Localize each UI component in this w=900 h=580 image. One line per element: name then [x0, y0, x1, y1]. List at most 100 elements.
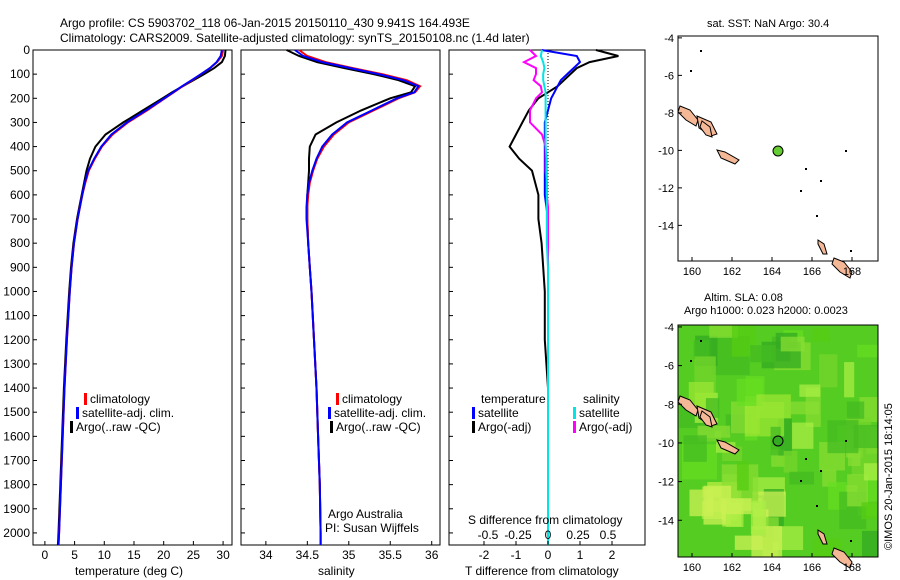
- y-tick-label: 1400: [3, 381, 30, 395]
- sla-cell: [844, 362, 855, 398]
- sla-cell: [780, 336, 805, 352]
- sla-cell: [847, 451, 861, 467]
- islet-dot: [690, 70, 692, 72]
- y-tick-label: 1100: [4, 309, 30, 323]
- axes-ticks: 0100200300400500600700800900100011001200…: [3, 43, 616, 562]
- difference-series: [508, 49, 619, 545]
- y-tick-label: 1000: [3, 284, 30, 298]
- x-tick-label: 30: [216, 548, 230, 562]
- watermark-text: ©IMOS 20-Jan-2015 18:14:05: [883, 403, 895, 550]
- legend-label: climatology: [342, 392, 402, 406]
- map-y-tick-label: -6: [664, 70, 674, 82]
- y-tick-label: 1500: [3, 405, 30, 419]
- x-tick-label: 15: [127, 548, 141, 562]
- title-line-2: Climatology: CARS2009. Satellite-adjuste…: [60, 31, 530, 45]
- y-tick-label: 1700: [3, 453, 30, 467]
- sla-cell: [847, 474, 868, 507]
- legend-swatch-climatology: [84, 393, 87, 405]
- legend-label: satellite: [478, 406, 519, 420]
- map-y-tick-label: -8: [664, 108, 674, 120]
- sla-cell: [827, 420, 859, 454]
- island-shape: [817, 529, 828, 545]
- sla-cell: [799, 384, 821, 397]
- legend-label: Argo(-adj): [478, 420, 531, 434]
- x-tick-label: 2: [609, 548, 616, 562]
- legend-swatch-t-argo: [472, 421, 475, 433]
- salinity-legend: climatology satellite-adj. clim. Argo(..…: [328, 392, 426, 434]
- sla-field: [678, 325, 878, 557]
- island-shape: [716, 439, 740, 455]
- sla-cell: [789, 471, 815, 485]
- x-tick-label: 34.5: [296, 548, 320, 562]
- salinity-series: [286, 49, 422, 545]
- sla-cell: [792, 422, 814, 449]
- sla-cell: [731, 401, 748, 434]
- s-tick-label: 0.25: [566, 528, 590, 542]
- sla-cell: [693, 340, 710, 360]
- y-tick-label: 600: [10, 188, 30, 202]
- islet-dot: [820, 470, 822, 472]
- y-tick-label: 900: [10, 260, 30, 274]
- argo-float-marker: [772, 145, 784, 157]
- legend-swatch-s-satellite: [573, 407, 576, 419]
- temperature-legend: climatology satellite-adj. clim. Argo(..…: [70, 392, 174, 434]
- series-line-temperature-satellite: [57, 49, 223, 546]
- map-x-tick-label: 162: [723, 266, 741, 278]
- legend-label: satellite-adj. clim.: [82, 406, 174, 420]
- map-y-tick-label: -14: [658, 515, 674, 527]
- y-tick-label: 1900: [3, 502, 30, 516]
- s-tick-label: -0.5: [478, 528, 499, 542]
- difference-legend: temperature salinity satellite Argo(-adj…: [472, 392, 632, 434]
- map-x-tick-label: 168: [843, 562, 861, 574]
- map-y-tick-label: -14: [658, 220, 674, 232]
- argo-float-marker: [772, 435, 784, 447]
- islet-dot: [816, 215, 818, 217]
- islet-dot: [800, 190, 802, 192]
- map-axes: -4 -6 -8 -10 -12 -14 160 162 164 166 168 -4 -6 -8 -10 -…: [658, 33, 861, 574]
- sla-cell: [846, 401, 865, 419]
- y-tick-label: 500: [10, 164, 30, 178]
- y-tick-label: 1300: [3, 357, 30, 371]
- map-y-tick-label: -4: [664, 322, 674, 334]
- map-bottom-title-1: Altim. SLA: 0.08: [704, 292, 783, 304]
- sla-cell: [731, 325, 756, 357]
- map-bottom-land: [677, 340, 853, 569]
- y-tick-label: 0: [23, 43, 30, 57]
- map-y-tick-label: -12: [658, 183, 674, 195]
- island-shape: [699, 410, 713, 428]
- map-y-tick-label: -12: [658, 477, 674, 489]
- x-tick-label: -1: [511, 548, 522, 562]
- islet-dot: [700, 340, 702, 342]
- island-shape: [817, 239, 828, 255]
- legend-swatch-climatology: [336, 393, 339, 405]
- map-top-land: [677, 50, 853, 279]
- sla-cell: [783, 450, 798, 473]
- map-y-tick-label: -10: [658, 145, 674, 157]
- map-x-tick-label: 160: [683, 266, 701, 278]
- y-tick-label: 2000: [3, 526, 30, 540]
- map-x-tick-label: 168: [843, 266, 861, 278]
- map-x-tick-label: 164: [763, 266, 781, 278]
- island-shape: [716, 149, 740, 165]
- sla-cell: [812, 328, 830, 342]
- sla-cell: [736, 461, 749, 491]
- legend-swatch-s-argo: [573, 421, 576, 433]
- difference-top-label: S difference from climatology: [468, 513, 623, 527]
- legend-swatch-t-satellite: [472, 407, 475, 419]
- map-bottom-title-2: Argo h1000: 0.023 h2000: 0.0023: [684, 305, 848, 317]
- x-tick-label: 35.5: [379, 548, 403, 562]
- salinity-xlabel: salinity: [318, 564, 355, 578]
- legend-head-salinity: salinity: [583, 392, 620, 406]
- legend-swatch-satellite: [328, 407, 331, 419]
- pi-text: PI: Susan Wijffels: [325, 521, 419, 535]
- temperature-xlabel: temperature (deg C): [75, 564, 183, 578]
- map-bottom-frame: [677, 324, 879, 558]
- y-tick-label: 100: [10, 67, 30, 81]
- map-x-tick-label: 166: [803, 266, 821, 278]
- legend-swatch-argo: [70, 421, 73, 433]
- sla-cell: [709, 325, 738, 338]
- islet-dot: [845, 150, 847, 152]
- islet-dot: [850, 250, 852, 252]
- island-shape: [699, 120, 713, 138]
- salinity-panel: [240, 49, 441, 546]
